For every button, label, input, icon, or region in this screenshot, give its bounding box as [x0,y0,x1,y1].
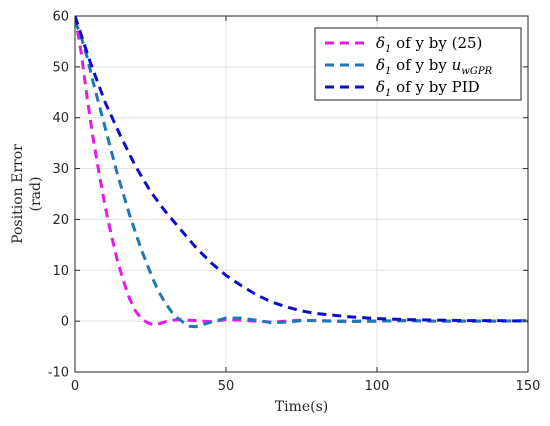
y-tick-label: 0 [61,315,69,330]
y-tick-label: -10 [48,366,69,381]
x-tick-label: 0 [71,379,79,394]
x-tick-label: 50 [218,379,235,394]
axis-labels: Time(s) Position Error (rad) [10,144,328,415]
series-line-3 [75,16,528,323]
y-tick-label: 60 [52,10,69,25]
legend-entry-1: δ1 of y by (25) [376,34,482,55]
legend-entry-2: δ1 of y by uwGPR [376,56,493,77]
x-tick-label: 150 [516,379,541,394]
y-tick-label: 10 [52,264,69,279]
legend-entry-3: δ1 of y by PID [376,78,480,99]
y-tick-label: 30 [52,162,69,177]
series-group [75,16,528,329]
plot-frame [74,15,529,373]
x-tick-label: 100 [365,379,390,394]
y-axis-label-line-2: (rad) [28,177,44,212]
y-tick-label: 50 [52,60,69,75]
y-tick-label: 40 [52,111,69,126]
series-line-2 [75,20,528,329]
legend-box [314,27,522,101]
series-line-1 [75,16,528,327]
y-tick-label: 20 [52,213,69,228]
y-axis-label-line-1: Position Error [10,144,26,244]
x-axis-label: Time(s) [275,399,328,415]
